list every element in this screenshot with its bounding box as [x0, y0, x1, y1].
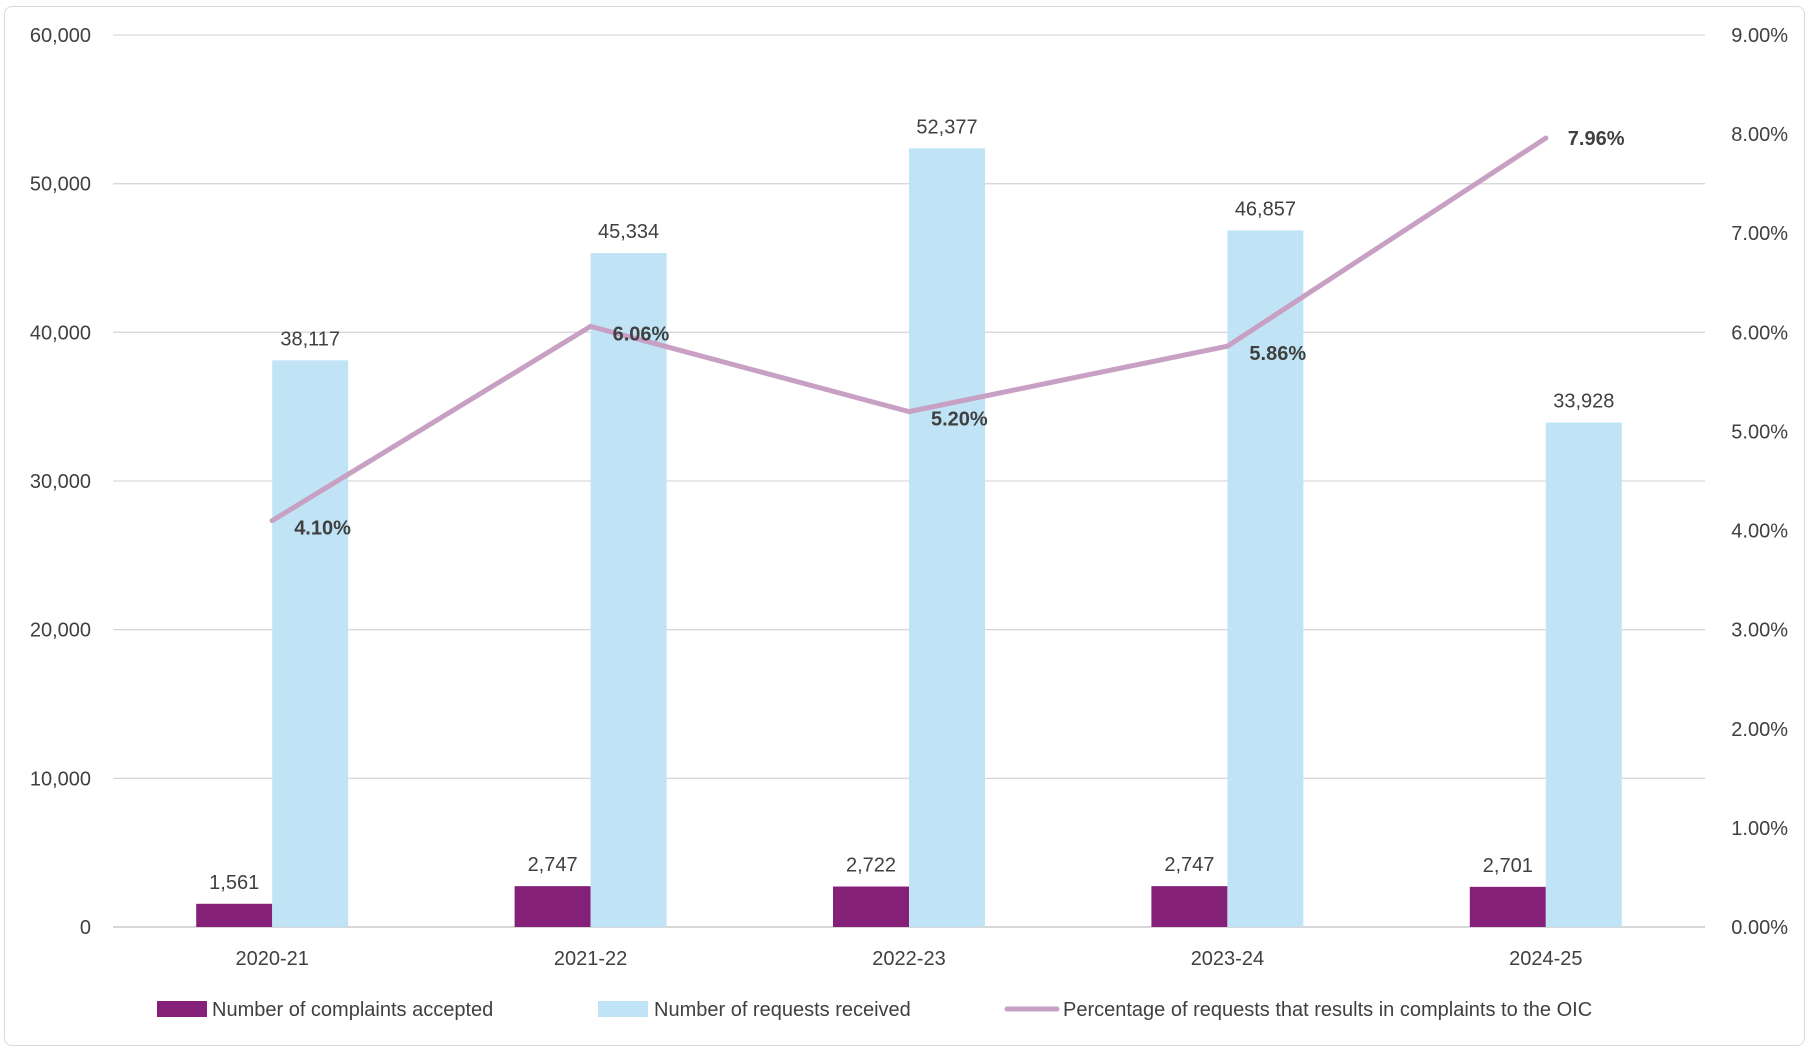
y-left-tick-label: 60,000	[30, 25, 91, 47]
y-left-tick-label: 0	[80, 917, 91, 939]
data-label-percentage: 4.10%	[294, 518, 351, 540]
x-tick-label: 2023-24	[1191, 948, 1264, 970]
line-point	[1224, 343, 1230, 349]
data-label-requests: 46,857	[1235, 198, 1296, 220]
bar-requests-received	[1545, 422, 1622, 927]
data-label-requests: 38,117	[280, 328, 340, 350]
legend-label-complaints: Number of complaints accepted	[212, 999, 493, 1021]
y-right-tick-label: 2.00%	[1731, 719, 1788, 741]
x-tick-label: 2020-21	[235, 948, 308, 970]
legend-label-requests: Number of requests received	[654, 999, 911, 1021]
legend-swatch-requests	[598, 1001, 648, 1017]
bar-complaints-accepted	[196, 903, 273, 927]
y-left-tick-label: 40,000	[30, 322, 91, 344]
y-right-tick-label: 5.00%	[1731, 421, 1788, 443]
data-label-complaints: 2,747	[528, 854, 578, 876]
bar-complaints-accepted	[833, 886, 909, 927]
bar-complaints-accepted	[514, 886, 591, 927]
bar-requests-received	[909, 148, 985, 927]
y-right-tick-label: 0.00%	[1731, 917, 1788, 939]
bar-requests-received	[590, 253, 667, 927]
y-left-tick-label: 30,000	[30, 471, 91, 493]
data-label-requests: 52,377	[916, 116, 977, 138]
bar-requests-received	[1227, 230, 1304, 928]
data-label-percentage: 5.86%	[1249, 343, 1306, 365]
data-label-requests: 45,334	[598, 221, 659, 243]
chart-frame	[4, 6, 1805, 1046]
legend-label-percentage: Percentage of requests that results in c…	[1063, 999, 1592, 1021]
y-right-tick-label: 3.00%	[1731, 620, 1788, 642]
data-label-percentage: 6.06%	[613, 323, 670, 345]
y-right-tick-label: 4.00%	[1731, 521, 1788, 543]
line-point	[906, 409, 912, 415]
y-right-tick-label: 6.00%	[1731, 322, 1788, 344]
y-left-tick-label: 20,000	[30, 620, 91, 642]
y-right-tick-label: 8.00%	[1731, 124, 1788, 146]
data-label-complaints: 1,561	[209, 872, 259, 894]
y-left-tick-label: 50,000	[30, 174, 91, 196]
data-label-requests: 33,928	[1553, 391, 1614, 413]
x-tick-label: 2022-23	[872, 948, 945, 970]
bar-complaints-accepted	[1469, 886, 1546, 927]
bar-requests-received	[272, 360, 349, 927]
line-point	[269, 518, 275, 524]
bar-complaints-accepted	[1151, 886, 1228, 927]
line-point	[1543, 135, 1549, 141]
y-right-tick-label: 1.00%	[1731, 818, 1788, 840]
x-tick-label: 2021-22	[554, 948, 627, 970]
x-tick-label: 2024-25	[1509, 948, 1582, 970]
data-label-percentage: 7.96%	[1568, 128, 1625, 150]
data-label-percentage: 5.20%	[931, 409, 988, 431]
legend-swatch-complaints	[157, 1001, 207, 1017]
data-label-complaints: 2,701	[1483, 855, 1533, 877]
data-label-complaints: 2,747	[1164, 854, 1214, 876]
line-point	[588, 323, 594, 329]
y-right-tick-label: 7.00%	[1731, 223, 1788, 245]
y-right-tick-label: 9.00%	[1731, 25, 1788, 47]
data-label-complaints: 2,722	[846, 855, 896, 877]
y-left-tick-label: 10,000	[30, 768, 91, 790]
